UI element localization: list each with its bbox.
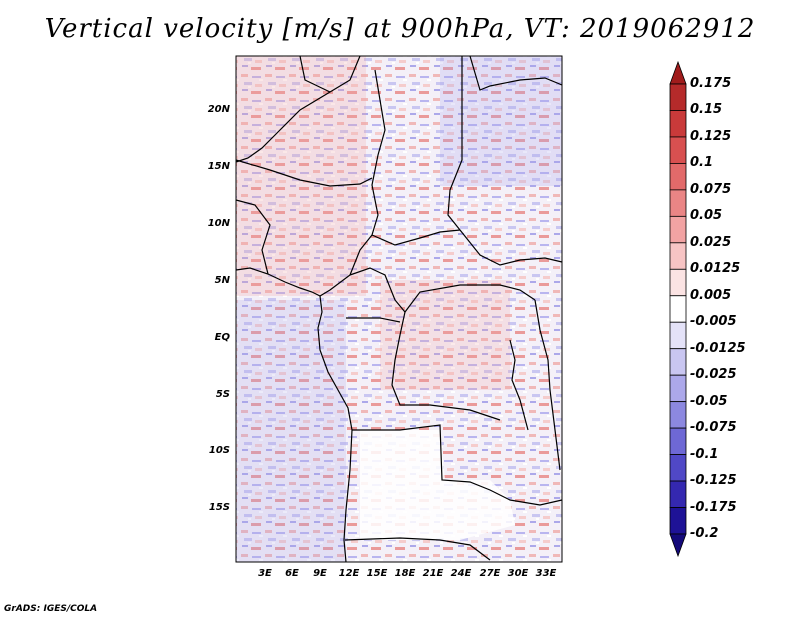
colorbar-min-arrow [669,533,687,558]
lon-label: 18E [394,568,416,579]
map-area [235,55,563,563]
colorbar-segment [669,454,687,482]
colorbar-label: -0.175 [690,499,737,515]
colorbar-label: -0.025 [690,367,737,383]
colorbar-label: -0.2 [690,526,719,541]
colorbar-segment [669,507,687,535]
colorbar-segment [669,401,687,429]
lon-label: 15E [366,568,388,579]
colorbar-label: -0.05 [690,393,728,409]
lon-label: 9E [313,568,327,579]
colorbar-segment [669,268,687,297]
colorbar-label: 0.025 [690,234,732,250]
lat-label: 15S [208,502,230,513]
colorbar-label: 0.05 [690,208,723,224]
lon-label: 27E [479,568,501,579]
colorbar-label: 0.075 [690,181,732,197]
colorbar-label: 0.15 [690,102,723,118]
colorbar-segment [669,110,687,138]
colorbar-segment [669,295,687,323]
colorbar-segment [669,348,687,376]
colorbar-label: -0.075 [690,420,737,436]
colorbar-segment [669,83,687,111]
lat-label: 10S [208,445,230,456]
colorbar [669,60,687,558]
colorbar-label: 0.1 [690,155,714,171]
colorbar-label: -0.125 [690,473,737,489]
lon-label: 12E [338,568,360,579]
colorbar-segment [669,189,687,217]
colorbar-label: -0.1 [690,446,719,462]
lat-label: 15N [207,161,230,172]
lon-label: 3E [258,568,272,579]
lon-label: 24E [450,568,472,579]
colorbar-segment [669,374,687,403]
colorbar-label: 0.125 [690,128,732,144]
colorbar-max-arrow [669,60,687,85]
colorbar-label: 0.0125 [690,261,741,277]
colorbar-segment [669,427,687,455]
lon-label: 33E [535,568,557,579]
colorbar-segment [669,480,687,508]
lat-label: 20N [207,104,230,115]
lat-label: EQ [214,332,230,343]
plot-title: Vertical velocity [m/s] at 900hPa, VT: 2… [44,14,756,44]
colorbar-segment [669,242,687,270]
lon-label: 21E [422,568,444,579]
colorbar-label: -0.005 [690,314,737,330]
lon-label: 30E [507,568,529,579]
colorbar-segment [669,163,687,191]
lat-label: 5N [214,275,230,286]
lat-label: 10N [207,218,230,229]
colorbar-label: -0.0125 [690,340,746,356]
credit-text: GrADS: IGES/COLA [4,604,98,614]
lat-label: 5S [215,389,230,400]
colorbar-label: 0.005 [690,287,732,303]
colorbar-segment [669,136,687,164]
map-borders [235,55,563,563]
colorbar-label: 0.175 [690,76,732,91]
colorbar-segment [669,215,687,244]
lon-label: 6E [285,568,299,579]
colorbar-segment [669,321,687,350]
